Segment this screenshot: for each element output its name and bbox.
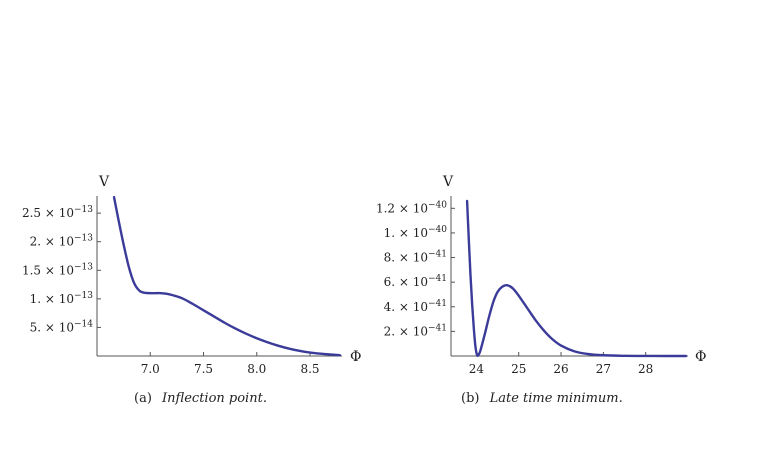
chart-b-caption-prefix: (b): [461, 391, 479, 406]
chart-b-y-tick-label: 1.2 × 10−40: [376, 200, 447, 215]
chart-b-y-tick-label: 2. × 10−41: [384, 323, 447, 338]
chart-a-y-tick-label: 1.5 × 10−13: [22, 262, 93, 277]
chart-a-x-tick-label: 8.0: [247, 362, 266, 376]
chart-a-y-axis-title: V: [98, 174, 110, 190]
chart-a-y-tick-label: 2. × 10−13: [30, 234, 94, 249]
chart-b-x-tick-label: 27: [596, 362, 611, 376]
chart-a-x-tick-label: 7.5: [194, 362, 213, 376]
chart-b-y-tick-label: 1. × 10−40: [384, 225, 448, 240]
chart-b-x-tick-label: 28: [638, 362, 653, 376]
chart-a-x-ticks: 7.0 7.5 8.0 8.5: [141, 352, 320, 376]
chart-a-y-tick-label: 5. × 10−14: [30, 319, 94, 334]
chart-a-x-tick-label: 8.5: [300, 362, 319, 376]
chart-a-y-ticks: 5. × 10−14 1. × 10−13 1.5 × 10−13 2. × 10−1…: [22, 205, 101, 334]
chart-a-x-tick-label: 7.0: [141, 362, 160, 376]
chart-a-x-axis-title: Φ: [350, 349, 361, 365]
chart-b-caption: (b) Late time minimum.: [461, 391, 623, 406]
chart-b-y-tick-label: 6. × 10−41: [384, 274, 447, 289]
chart-b-caption-text: Late time minimum.: [489, 391, 623, 406]
chart-b-y-tick-label: 8. × 10−41: [384, 250, 447, 265]
chart-b-y-ticks: 2. × 10−41 4. × 10−41 6. × 10−41 8. × 10−41…: [376, 200, 455, 338]
chart-a-caption: (a) Inflection point.: [134, 391, 267, 406]
chart-b-series-line: [465, 199, 688, 358]
chart-a-caption-prefix: (a): [134, 391, 152, 406]
chart-a-series-line: [112, 195, 342, 357]
chart-b-x-tick-label: 24: [469, 362, 485, 376]
chart-b-x-tick-label: 26: [553, 362, 568, 376]
chart-a-y-tick-label: 2.5 × 10−13: [22, 205, 93, 220]
chart-b: V Φ 24 25 26 27 28 2. × 10−41 4. × 10−41 6. × …: [376, 174, 707, 406]
chart-b-x-tick-label: 25: [511, 362, 526, 376]
chart-a-y-tick-label: 1. × 10−13: [30, 291, 94, 306]
chart-a-caption-text: Inflection point.: [161, 391, 267, 406]
chart-a: V Φ 7.0 7.5 8.0 8.5 5. × 10−14 1. × 10−13 1.5…: [22, 174, 362, 406]
chart-b-x-axis-title: Φ: [695, 349, 706, 365]
chart-b-y-axis-title: V: [442, 174, 454, 190]
chart-b-y-tick-label: 4. × 10−41: [384, 299, 447, 314]
chart-b-x-ticks: 24 25 26 27 28: [469, 352, 653, 376]
